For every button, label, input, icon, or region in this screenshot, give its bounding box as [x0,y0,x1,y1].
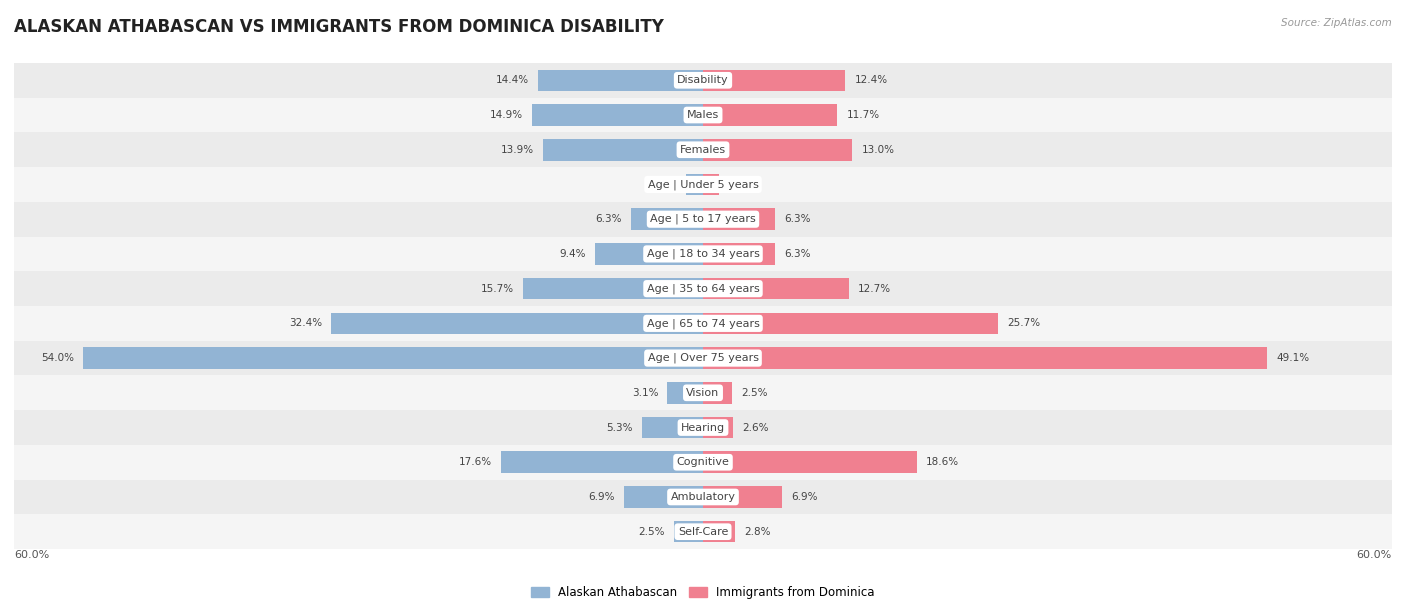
Text: 54.0%: 54.0% [41,353,73,363]
Bar [703,278,849,299]
Bar [703,313,998,334]
Text: Cognitive: Cognitive [676,457,730,467]
Bar [703,348,1267,369]
Text: Hearing: Hearing [681,422,725,433]
Text: 12.4%: 12.4% [855,75,887,85]
Text: 5.3%: 5.3% [606,422,633,433]
Text: 1.4%: 1.4% [728,179,755,190]
Bar [14,167,1392,202]
Text: Self-Care: Self-Care [678,527,728,537]
Text: Age | 18 to 34 years: Age | 18 to 34 years [647,248,759,259]
Bar [14,202,1392,237]
Bar [537,70,703,91]
Text: Age | 5 to 17 years: Age | 5 to 17 years [650,214,756,225]
Bar [14,514,1392,549]
Text: Ambulatory: Ambulatory [671,492,735,502]
Text: 15.7%: 15.7% [481,283,513,294]
Text: 17.6%: 17.6% [458,457,492,467]
Text: 14.9%: 14.9% [489,110,523,120]
Bar [501,452,703,473]
Bar [703,70,845,91]
Text: Source: ZipAtlas.com: Source: ZipAtlas.com [1281,18,1392,28]
Bar [330,313,703,334]
Bar [14,341,1392,375]
Bar [703,243,775,264]
Text: 9.4%: 9.4% [560,249,586,259]
Text: Age | 35 to 64 years: Age | 35 to 64 years [647,283,759,294]
Bar [703,521,735,542]
Text: Age | Under 5 years: Age | Under 5 years [648,179,758,190]
Text: Age | 65 to 74 years: Age | 65 to 74 years [647,318,759,329]
Text: 13.0%: 13.0% [862,145,894,155]
Text: 2.8%: 2.8% [744,527,770,537]
Text: Males: Males [688,110,718,120]
Bar [543,139,703,160]
Bar [686,174,703,195]
Bar [14,445,1392,480]
Text: 6.9%: 6.9% [792,492,818,502]
Bar [643,417,703,438]
Text: 60.0%: 60.0% [14,550,49,560]
Text: 12.7%: 12.7% [858,283,891,294]
Bar [675,521,703,542]
Bar [83,348,703,369]
Bar [14,410,1392,445]
Text: Age | Over 75 years: Age | Over 75 years [648,353,758,364]
Bar [14,480,1392,514]
Text: 6.3%: 6.3% [595,214,621,224]
Bar [595,243,703,264]
Bar [703,452,917,473]
Text: 6.3%: 6.3% [785,214,811,224]
Bar [703,139,852,160]
Text: 13.9%: 13.9% [501,145,534,155]
Bar [703,486,782,508]
Text: 6.3%: 6.3% [785,249,811,259]
Text: Disability: Disability [678,75,728,85]
Text: 3.1%: 3.1% [631,388,658,398]
Bar [668,382,703,403]
Bar [703,209,775,230]
Text: 2.5%: 2.5% [638,527,665,537]
Bar [703,417,733,438]
Text: 60.0%: 60.0% [1357,550,1392,560]
Text: Females: Females [681,145,725,155]
Bar [14,98,1392,132]
Bar [523,278,703,299]
Bar [703,104,838,126]
Bar [703,382,731,403]
Bar [14,375,1392,410]
Text: 2.5%: 2.5% [741,388,768,398]
Text: 6.9%: 6.9% [588,492,614,502]
Text: 32.4%: 32.4% [288,318,322,329]
Bar [703,174,718,195]
Bar [14,132,1392,167]
Text: 2.6%: 2.6% [742,422,769,433]
Text: ALASKAN ATHABASCAN VS IMMIGRANTS FROM DOMINICA DISABILITY: ALASKAN ATHABASCAN VS IMMIGRANTS FROM DO… [14,18,664,36]
Text: 18.6%: 18.6% [925,457,959,467]
Text: 25.7%: 25.7% [1007,318,1040,329]
Bar [531,104,703,126]
Bar [14,63,1392,98]
Text: 49.1%: 49.1% [1277,353,1309,363]
Bar [14,237,1392,271]
Text: 14.4%: 14.4% [495,75,529,85]
Bar [14,306,1392,341]
Text: 11.7%: 11.7% [846,110,880,120]
Bar [624,486,703,508]
Bar [14,271,1392,306]
Legend: Alaskan Athabascan, Immigrants from Dominica: Alaskan Athabascan, Immigrants from Domi… [526,581,880,603]
Text: 1.5%: 1.5% [650,179,676,190]
Bar [631,209,703,230]
Text: Vision: Vision [686,388,720,398]
